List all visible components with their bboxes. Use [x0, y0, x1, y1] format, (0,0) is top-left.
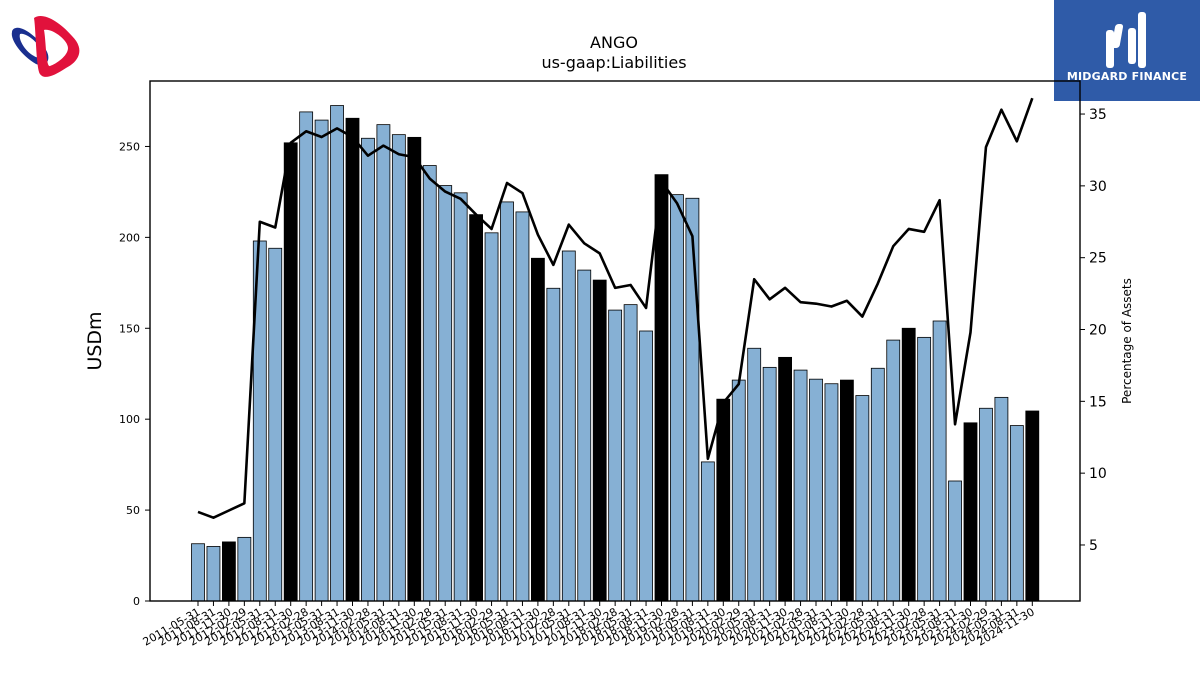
bar-2023-08-31 [948, 480, 962, 602]
bar-2024-05-31 [994, 396, 1009, 602]
bar-2011-08-31 [206, 546, 221, 602]
chart-title: ANGO [590, 33, 638, 52]
bar-2017-11-30 [592, 279, 607, 602]
bar-2011-11-30 [221, 541, 236, 602]
y-tick-label: 200 [119, 231, 140, 244]
bar-2015-11-30 [469, 214, 484, 602]
bar-2013-02-28 [299, 111, 314, 602]
y-tick-label: 150 [119, 322, 140, 335]
y2-tick-label: 15 [1089, 394, 1107, 410]
y2-tick-label: 30 [1089, 179, 1107, 195]
brand-name: MIDGARD FINANCE [1066, 70, 1188, 83]
bar-2023-02-28 [917, 336, 932, 602]
y2-tick-label: 5 [1089, 538, 1098, 554]
bar-2022-02-28 [855, 395, 870, 602]
bar-2021-08-31 [824, 383, 839, 602]
y2-tick-label: 10 [1089, 466, 1107, 482]
bar-2020-02-29 [731, 379, 746, 602]
bar-2019-05-31 [685, 197, 700, 602]
bar-2018-11-30 [654, 174, 669, 602]
bar-2017-08-31 [577, 269, 592, 602]
bar-2020-05-31 [747, 347, 762, 602]
bar-2018-08-31 [639, 330, 653, 602]
bar-2016-11-30 [531, 257, 545, 602]
y2-tick-label: 20 [1089, 323, 1107, 339]
bar-2012-08-31 [268, 247, 283, 602]
bar-2019-08-31 [700, 461, 715, 602]
bar-2022-08-31 [886, 339, 901, 602]
bar-2016-05-31 [500, 201, 514, 602]
chart-subtitle: us-gaap:Liabilities [541, 53, 686, 72]
bar-2014-02-28 [361, 137, 375, 602]
brand-banner: MIDGARD FINANCE [1054, 0, 1200, 101]
bar-2013-08-31 [330, 105, 344, 602]
bar-2021-02-28 [793, 369, 808, 602]
y-tick-label: 50 [126, 504, 140, 517]
bar-2016-08-31 [515, 211, 530, 602]
bar-2019-02-28 [670, 194, 684, 602]
bar-2021-11-30 [840, 379, 854, 602]
y-tick-label: 250 [119, 140, 140, 153]
bar-2015-08-31 [453, 192, 468, 602]
bar-2018-05-31 [623, 304, 638, 602]
bar-2016-02-29 [484, 232, 499, 602]
bar-2019-11-30 [716, 398, 731, 602]
bar-2014-08-31 [391, 134, 406, 602]
bar-2014-05-31 [376, 124, 391, 602]
bar-2012-02-29 [237, 536, 252, 602]
bars-group [191, 105, 1040, 602]
percentage-line [197, 97, 1034, 519]
bar-2020-08-31 [762, 366, 777, 602]
y2-axis-label: Percentage of Assets [1120, 278, 1134, 404]
bar-2013-11-30 [345, 117, 360, 602]
bar-2017-05-31 [561, 250, 576, 602]
bar-2024-11-30 [1025, 410, 1040, 602]
bar-2015-05-31 [438, 185, 453, 602]
bar-2017-02-28 [546, 287, 561, 602]
y-tick-label: 0 [133, 595, 140, 608]
bar-2022-05-31 [870, 367, 885, 602]
bar-2021-05-31 [809, 378, 823, 602]
line-group [197, 97, 1034, 519]
bar-2012-11-30 [283, 142, 298, 602]
bar-2023-05-31 [932, 320, 947, 602]
y2-tick-label: 25 [1089, 251, 1107, 267]
bar-2024-08-31 [1009, 425, 1024, 602]
y-axis-label: USDm [84, 311, 106, 370]
y-tick-label: 100 [119, 413, 140, 426]
y2-tick-label: 35 [1089, 107, 1107, 123]
bar-2018-02-28 [608, 309, 623, 602]
bar-2023-11-30 [963, 422, 978, 602]
bar-2024-02-29 [979, 407, 993, 602]
midgard-mark-icon [1106, 12, 1146, 68]
bar-2020-11-30 [778, 356, 792, 602]
bar-2014-11-30 [407, 136, 422, 602]
axes-group: 05010015020025051015202530352011-05-3120… [119, 80, 1107, 649]
company-logo-icon [11, 16, 80, 77]
bar-2015-02-28 [422, 165, 437, 602]
bar-2013-05-31 [314, 119, 329, 602]
bar-2011-05-31 [191, 543, 205, 602]
bar-2022-11-30 [901, 327, 916, 602]
